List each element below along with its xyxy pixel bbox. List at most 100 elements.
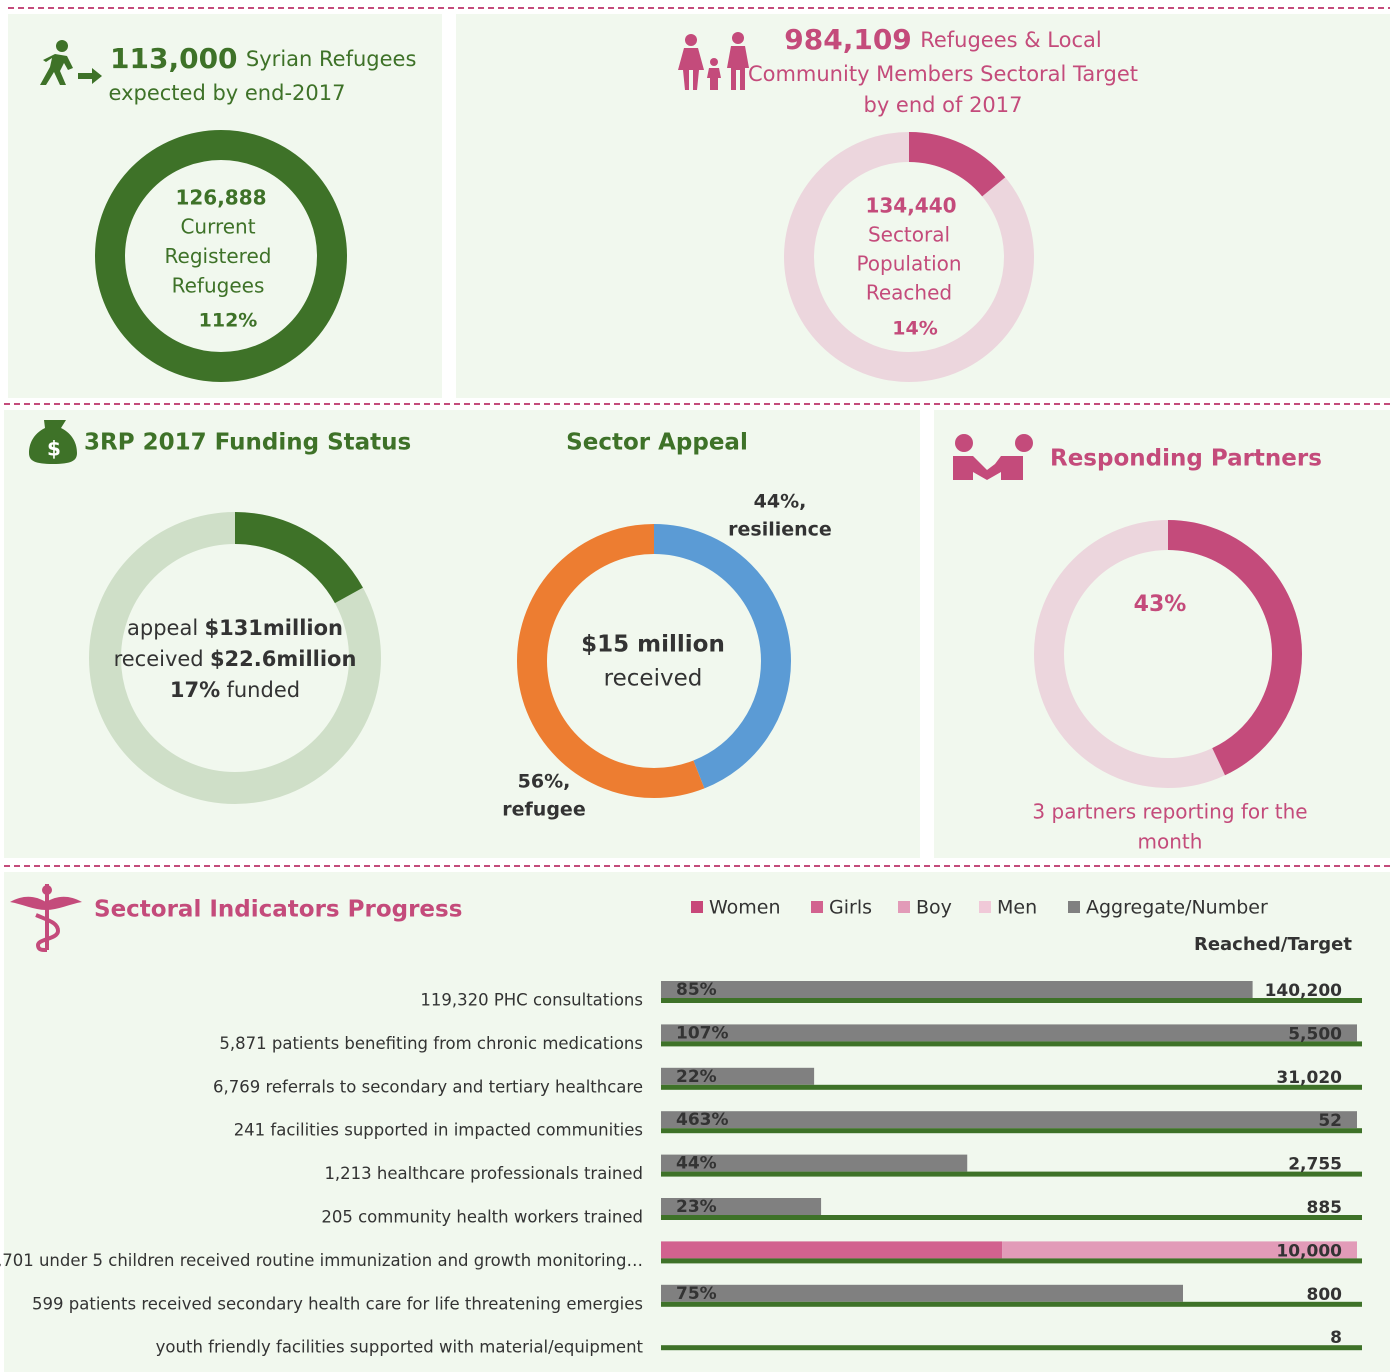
percent-label: 23% — [676, 1197, 717, 1217]
text-part: 17% — [170, 678, 220, 702]
label: received $22.6million — [114, 647, 357, 671]
target-label: 885 — [1307, 1198, 1343, 1218]
legend-label: Girls — [829, 897, 872, 919]
partners-icon — [953, 434, 1033, 480]
segment-label: 44%, — [754, 491, 807, 513]
money-icon — [29, 420, 77, 464]
bar — [661, 1024, 1357, 1042]
donut-segment — [89, 512, 381, 804]
legend-swatch — [811, 901, 823, 913]
icon-text: $ — [47, 437, 61, 461]
target-line — [661, 1084, 1362, 1090]
bar — [661, 1111, 1357, 1129]
legend-label: Boy — [916, 897, 952, 919]
legend-label: Men — [997, 897, 1037, 919]
target-label: 10,000 — [1276, 1241, 1342, 1261]
row-label: youth friendly facilities supported with… — [156, 1338, 644, 1357]
donut-segment — [517, 524, 791, 798]
target-label: 52 — [1318, 1111, 1342, 1131]
label: expected by end-2017 — [109, 81, 346, 105]
row-label: 19,701 under 5 children received routine… — [0, 1251, 643, 1270]
text-part: 984,109 — [784, 23, 912, 56]
percent-label: 22% — [676, 1067, 717, 1087]
row-label: 119,320 PHC consultations — [420, 991, 643, 1010]
target-line — [661, 1215, 1362, 1220]
text-part: Refugees & Local — [920, 28, 1102, 52]
label: 3 partners reporting for the — [1032, 800, 1307, 824]
bar — [661, 1284, 1183, 1302]
label: 17% funded — [170, 678, 300, 702]
label: by end of 2017 — [863, 93, 1022, 117]
section-title: 3RP 2017 Funding Status — [84, 430, 411, 456]
headline: 984,109 Refugees & Local — [784, 23, 1101, 56]
label: Current — [180, 215, 255, 239]
target-label: 8 — [1330, 1328, 1342, 1348]
label: month — [1138, 830, 1203, 854]
target-label: 31,020 — [1276, 1068, 1342, 1088]
legend-label: Women — [709, 897, 781, 919]
label: $15 million — [581, 632, 725, 658]
row-label: 1,213 healthcare professionals trained — [324, 1164, 643, 1183]
row-label: 599 patients received secondary health c… — [32, 1294, 643, 1313]
target-line — [661, 998, 1362, 1003]
text-part: Syrian Refugees — [246, 47, 416, 71]
label: 14% — [892, 318, 937, 340]
caduceus-icon — [10, 884, 82, 953]
headline: 113,000 Syrian Refugees — [110, 42, 416, 75]
segment-label: resilience — [728, 519, 832, 541]
target-line — [661, 1171, 1362, 1177]
target-line — [661, 1258, 1362, 1264]
label: Reached — [866, 281, 952, 305]
segment-label: 56%, — [518, 771, 571, 793]
section-title: Sectoral Indicators Progress — [94, 897, 462, 923]
column-header: Reached/Target — [1194, 934, 1352, 955]
walker-icon — [40, 40, 102, 85]
panel — [456, 14, 1390, 398]
target-line — [661, 1128, 1362, 1134]
legend-swatch — [691, 901, 703, 913]
section-title: Responding Partners — [1050, 446, 1322, 472]
percent-label: 107% — [676, 1023, 729, 1043]
label: Registered — [165, 244, 272, 268]
legend-swatch — [1068, 901, 1080, 913]
row-label: 6,769 referrals to secondary and tertiar… — [213, 1077, 643, 1096]
bar — [661, 1154, 968, 1172]
section-title: Sector Appeal — [566, 430, 748, 456]
donut-segment — [95, 130, 347, 382]
text-part: appeal — [127, 616, 198, 640]
label: Population — [856, 252, 961, 276]
label: Community Members Sectoral Target — [748, 62, 1138, 86]
segment-label: refugee — [502, 799, 585, 821]
label: 126,888 — [175, 186, 266, 210]
bar-segment — [1002, 1241, 1357, 1259]
target-label: 140,200 — [1265, 981, 1343, 1001]
legend-swatch — [898, 901, 910, 913]
label: appeal $131million — [127, 616, 343, 640]
bar-segment — [661, 1241, 1003, 1259]
percent-label: 44% — [676, 1154, 717, 1174]
percent-label: 463% — [676, 1110, 729, 1130]
target-label: 5,500 — [1288, 1024, 1342, 1044]
row-label: 5,871 patients benefiting from chronic m… — [219, 1034, 643, 1053]
target-label: 800 — [1307, 1285, 1343, 1305]
dividers — [4, 7, 1390, 867]
text-part: funded — [226, 678, 300, 702]
bar — [661, 981, 1253, 998]
legend-swatch — [979, 901, 991, 913]
legend-label: Aggregate/Number — [1086, 897, 1268, 919]
text-part: 113,000 — [110, 42, 238, 75]
text-part: $131million — [204, 616, 343, 640]
donut-segment — [784, 132, 1034, 382]
target-label: 2,755 — [1288, 1155, 1342, 1175]
label: Sectoral — [868, 223, 950, 247]
target-line — [661, 1345, 1362, 1351]
bar — [661, 1198, 822, 1215]
text-part: $22.6million — [210, 647, 356, 671]
bar — [661, 1067, 815, 1085]
text-part: received — [114, 647, 204, 671]
family-icon — [678, 32, 749, 90]
label: Refugees — [172, 274, 265, 298]
donut-segment — [1034, 520, 1302, 788]
label: 112% — [199, 310, 258, 332]
